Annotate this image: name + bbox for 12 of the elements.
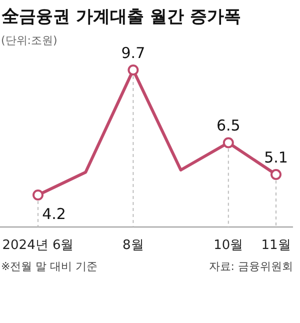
data-label: 4.2 xyxy=(42,205,66,223)
x-tick-label: 10월 xyxy=(214,238,244,253)
annotation: 자료: 금융위원회 xyxy=(208,260,293,273)
subtitle: (단위:조원) xyxy=(1,34,58,47)
x-tick-label: 8월 xyxy=(122,238,144,253)
data-label: 9.7 xyxy=(121,44,146,62)
x-tick-label: 11월 xyxy=(261,238,291,253)
data-label: 5.1 xyxy=(264,148,288,167)
title: 全금융권 가계대출 월간 증가폭 xyxy=(2,7,241,27)
annotation: ※전월 말 대비 기준 xyxy=(1,260,98,273)
data-label: 6.5 xyxy=(216,116,240,135)
x-tick-label: 2024년 6월 xyxy=(2,238,74,253)
